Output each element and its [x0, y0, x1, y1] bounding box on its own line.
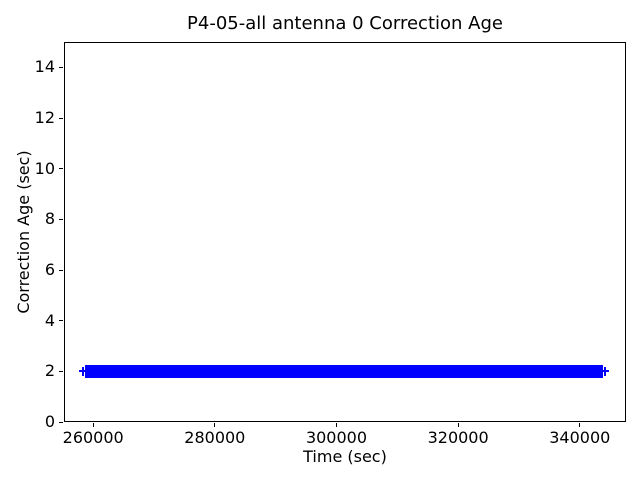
y-tick-mark [59, 421, 63, 423]
x-tick-label: 340000 [549, 428, 611, 447]
y-tick-label: 0 [44, 412, 55, 431]
y-tick-label: 4 [44, 310, 55, 330]
x-tick-label: 300000 [305, 428, 368, 447]
y-tick-label: 6 [44, 260, 55, 279]
x-tick-mark [579, 423, 581, 427]
data-band [85, 365, 603, 378]
x-tick-mark [92, 423, 94, 427]
x-tick-label: 320000 [427, 428, 489, 447]
x-tick-label: 260000 [62, 428, 124, 447]
x-tick-mark [457, 423, 459, 427]
chart-title: P4-05-all antenna 0 Correction Age [187, 13, 503, 34]
plot-area [64, 42, 626, 422]
x-axis-label: Time (sec) [303, 447, 387, 466]
x-tick-label: 280000 [184, 428, 246, 447]
x-tick-mark [214, 423, 216, 427]
y-tick-mark [59, 117, 63, 119]
y-tick-mark [59, 168, 63, 170]
plus-marker [82, 366, 85, 376]
y-tick-label: 14 [34, 57, 55, 77]
y-tick-mark [59, 320, 63, 322]
y-tick-mark [59, 269, 63, 271]
y-tick-label: 2 [44, 361, 55, 381]
y-tick-label: 8 [44, 209, 55, 229]
y-tick-label: 12 [34, 108, 55, 127]
x-tick-mark [335, 423, 337, 427]
plus-marker [603, 366, 606, 376]
y-tick-mark [59, 66, 63, 68]
y-tick-mark [59, 370, 63, 372]
y-tick-mark [59, 218, 63, 220]
y-tick-label: 10 [34, 158, 55, 178]
